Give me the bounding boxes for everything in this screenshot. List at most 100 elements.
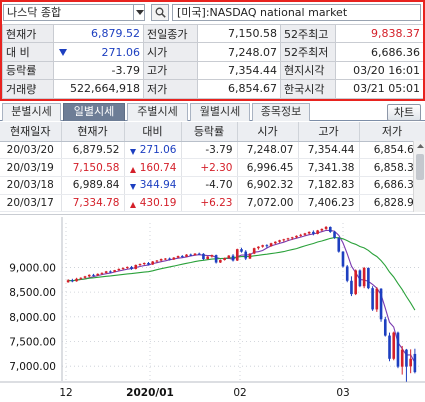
symbol-search-bar: 나스닥 종합 [미국]:NASDAQ national market (0, 0, 425, 24)
up-arrow-icon (129, 201, 136, 208)
candle-body (316, 230, 319, 234)
quote-value: 7,150.58 (197, 23, 281, 44)
quote-label: 한국시각 (280, 79, 336, 99)
quote-value: 522,664,918 (53, 79, 144, 99)
candle-body (337, 237, 341, 252)
scroll-up-arrow-icon[interactable] (414, 141, 425, 151)
candle-body (79, 277, 83, 279)
market-name: [미국]:NASDAQ national market (177, 6, 348, 19)
candle-body (117, 268, 121, 271)
chart-button[interactable]: 차트 (387, 104, 421, 121)
candle-body (295, 235, 298, 238)
candle-body (388, 335, 391, 359)
table-row[interactable]: 20/03/17 7,334.78 430.19 +6.23 7,072.00 7,406… (0, 194, 425, 213)
candle-body (240, 249, 243, 252)
down-arrow-icon (129, 184, 136, 191)
candle-body (252, 248, 256, 254)
candle-body (383, 319, 387, 336)
x-tick-label: 2020/01 (126, 387, 174, 399)
candle-body (409, 358, 412, 367)
cell-price: 7,150.58 (61, 158, 125, 177)
quote-value: -3.79 (53, 60, 144, 81)
cell-price: 7,334.78 (61, 194, 125, 213)
tab-1[interactable]: 분별시세 (2, 103, 61, 121)
candle-body (92, 274, 95, 276)
candle-body (71, 280, 74, 282)
quote-value: 6,686.36 (335, 42, 424, 62)
table-row[interactable]: 20/03/20 6,879.52 271.06 -3.79 7,248.07 7,354… (0, 141, 425, 160)
candle-body (155, 260, 159, 262)
candle-body (261, 245, 264, 247)
candle-body (413, 353, 417, 373)
candle-body (104, 271, 108, 273)
candle-body (210, 255, 214, 257)
quote-label: 현지시각 (280, 60, 336, 81)
cell-rate: +6.23 (181, 194, 238, 213)
moving-average-line (68, 237, 416, 311)
candle-body (180, 256, 184, 258)
column-header[interactable]: 저가 (359, 122, 425, 142)
quote-value: 6,854.67 (197, 79, 281, 99)
candle-body (379, 288, 383, 320)
down-arrow-icon (129, 148, 136, 155)
cell-change: 271.06 (124, 141, 182, 160)
change-value: 430.19 (139, 196, 177, 209)
candle-body (333, 231, 336, 238)
cell-open: 6,996.45 (237, 158, 299, 177)
tab-2[interactable]: 일별시세 (63, 103, 125, 121)
candle-body (176, 256, 180, 258)
cell-rate: +2.30 (181, 158, 238, 177)
table-row[interactable]: 20/03/19 7,150.58 160.74 +2.30 6,996.45 7,341… (0, 158, 425, 177)
column-header[interactable]: 등락률 (181, 122, 238, 142)
candle-body (312, 231, 315, 234)
quote-value: 7,248.07 (197, 42, 281, 62)
cell-date: 20/03/19 (0, 158, 62, 177)
tab-5[interactable]: 종목정보 (252, 103, 310, 121)
candle-body (341, 251, 345, 267)
candle-body (185, 254, 188, 257)
quote-label: 저가 (143, 79, 198, 99)
column-header[interactable]: 시가 (237, 122, 299, 142)
candle-body (392, 332, 396, 359)
candle-body (269, 243, 273, 247)
column-header[interactable]: 현재일자 (0, 122, 62, 142)
market-field: [미국]:NASDAQ national market (172, 4, 421, 21)
search-button[interactable] (151, 4, 169, 21)
down-arrow-icon (59, 49, 67, 57)
candle-body (278, 240, 281, 242)
table-row[interactable]: 20/03/18 6,989.84 344.94 -4.70 6,902.32 7,182… (0, 176, 425, 195)
symbol-dropdown[interactable]: 나스닥 종합 (3, 4, 145, 21)
candle-body (290, 237, 294, 239)
quote-row: 거래량 522,664,918 저가 6,854.67 한국시각 03/21 05:01 (2, 79, 424, 99)
candle-body (299, 234, 303, 236)
table-scrollbar[interactable] (413, 141, 425, 212)
candle-body (400, 349, 404, 367)
candle-body (362, 267, 366, 287)
quote-value: 9,838.37 (335, 23, 424, 44)
candle-body (244, 251, 248, 259)
chevron-down-icon[interactable] (133, 4, 145, 21)
candle-body (130, 266, 133, 269)
candle-body (147, 262, 150, 265)
quote-label: 등락률 (2, 60, 54, 81)
scroll-thumb[interactable] (416, 154, 424, 180)
cell-high: 7,406.23 (298, 194, 360, 213)
candle-body (164, 258, 167, 260)
cell-high: 7,354.44 (298, 141, 360, 160)
candle-body (248, 253, 252, 259)
column-header[interactable]: 대비 (124, 122, 182, 142)
column-header[interactable]: 고가 (298, 122, 360, 142)
candle-body (282, 239, 286, 241)
candle-body (354, 270, 357, 295)
column-header[interactable]: 현재가 (61, 122, 125, 142)
tab-3[interactable]: 주별시세 (127, 103, 188, 121)
candle-body (320, 228, 324, 231)
candle-body (142, 262, 146, 264)
candle-body (197, 253, 201, 255)
candle-body (235, 249, 239, 261)
tab-4[interactable]: 월별시세 (190, 103, 250, 121)
quote-row: 등락률 -3.79 고가 7,354.44 현지시각 03/20 16:01 (2, 60, 424, 81)
candle-body (307, 231, 311, 234)
y-tick-label: 7,500.00 (9, 337, 56, 349)
candle-body (189, 254, 193, 256)
